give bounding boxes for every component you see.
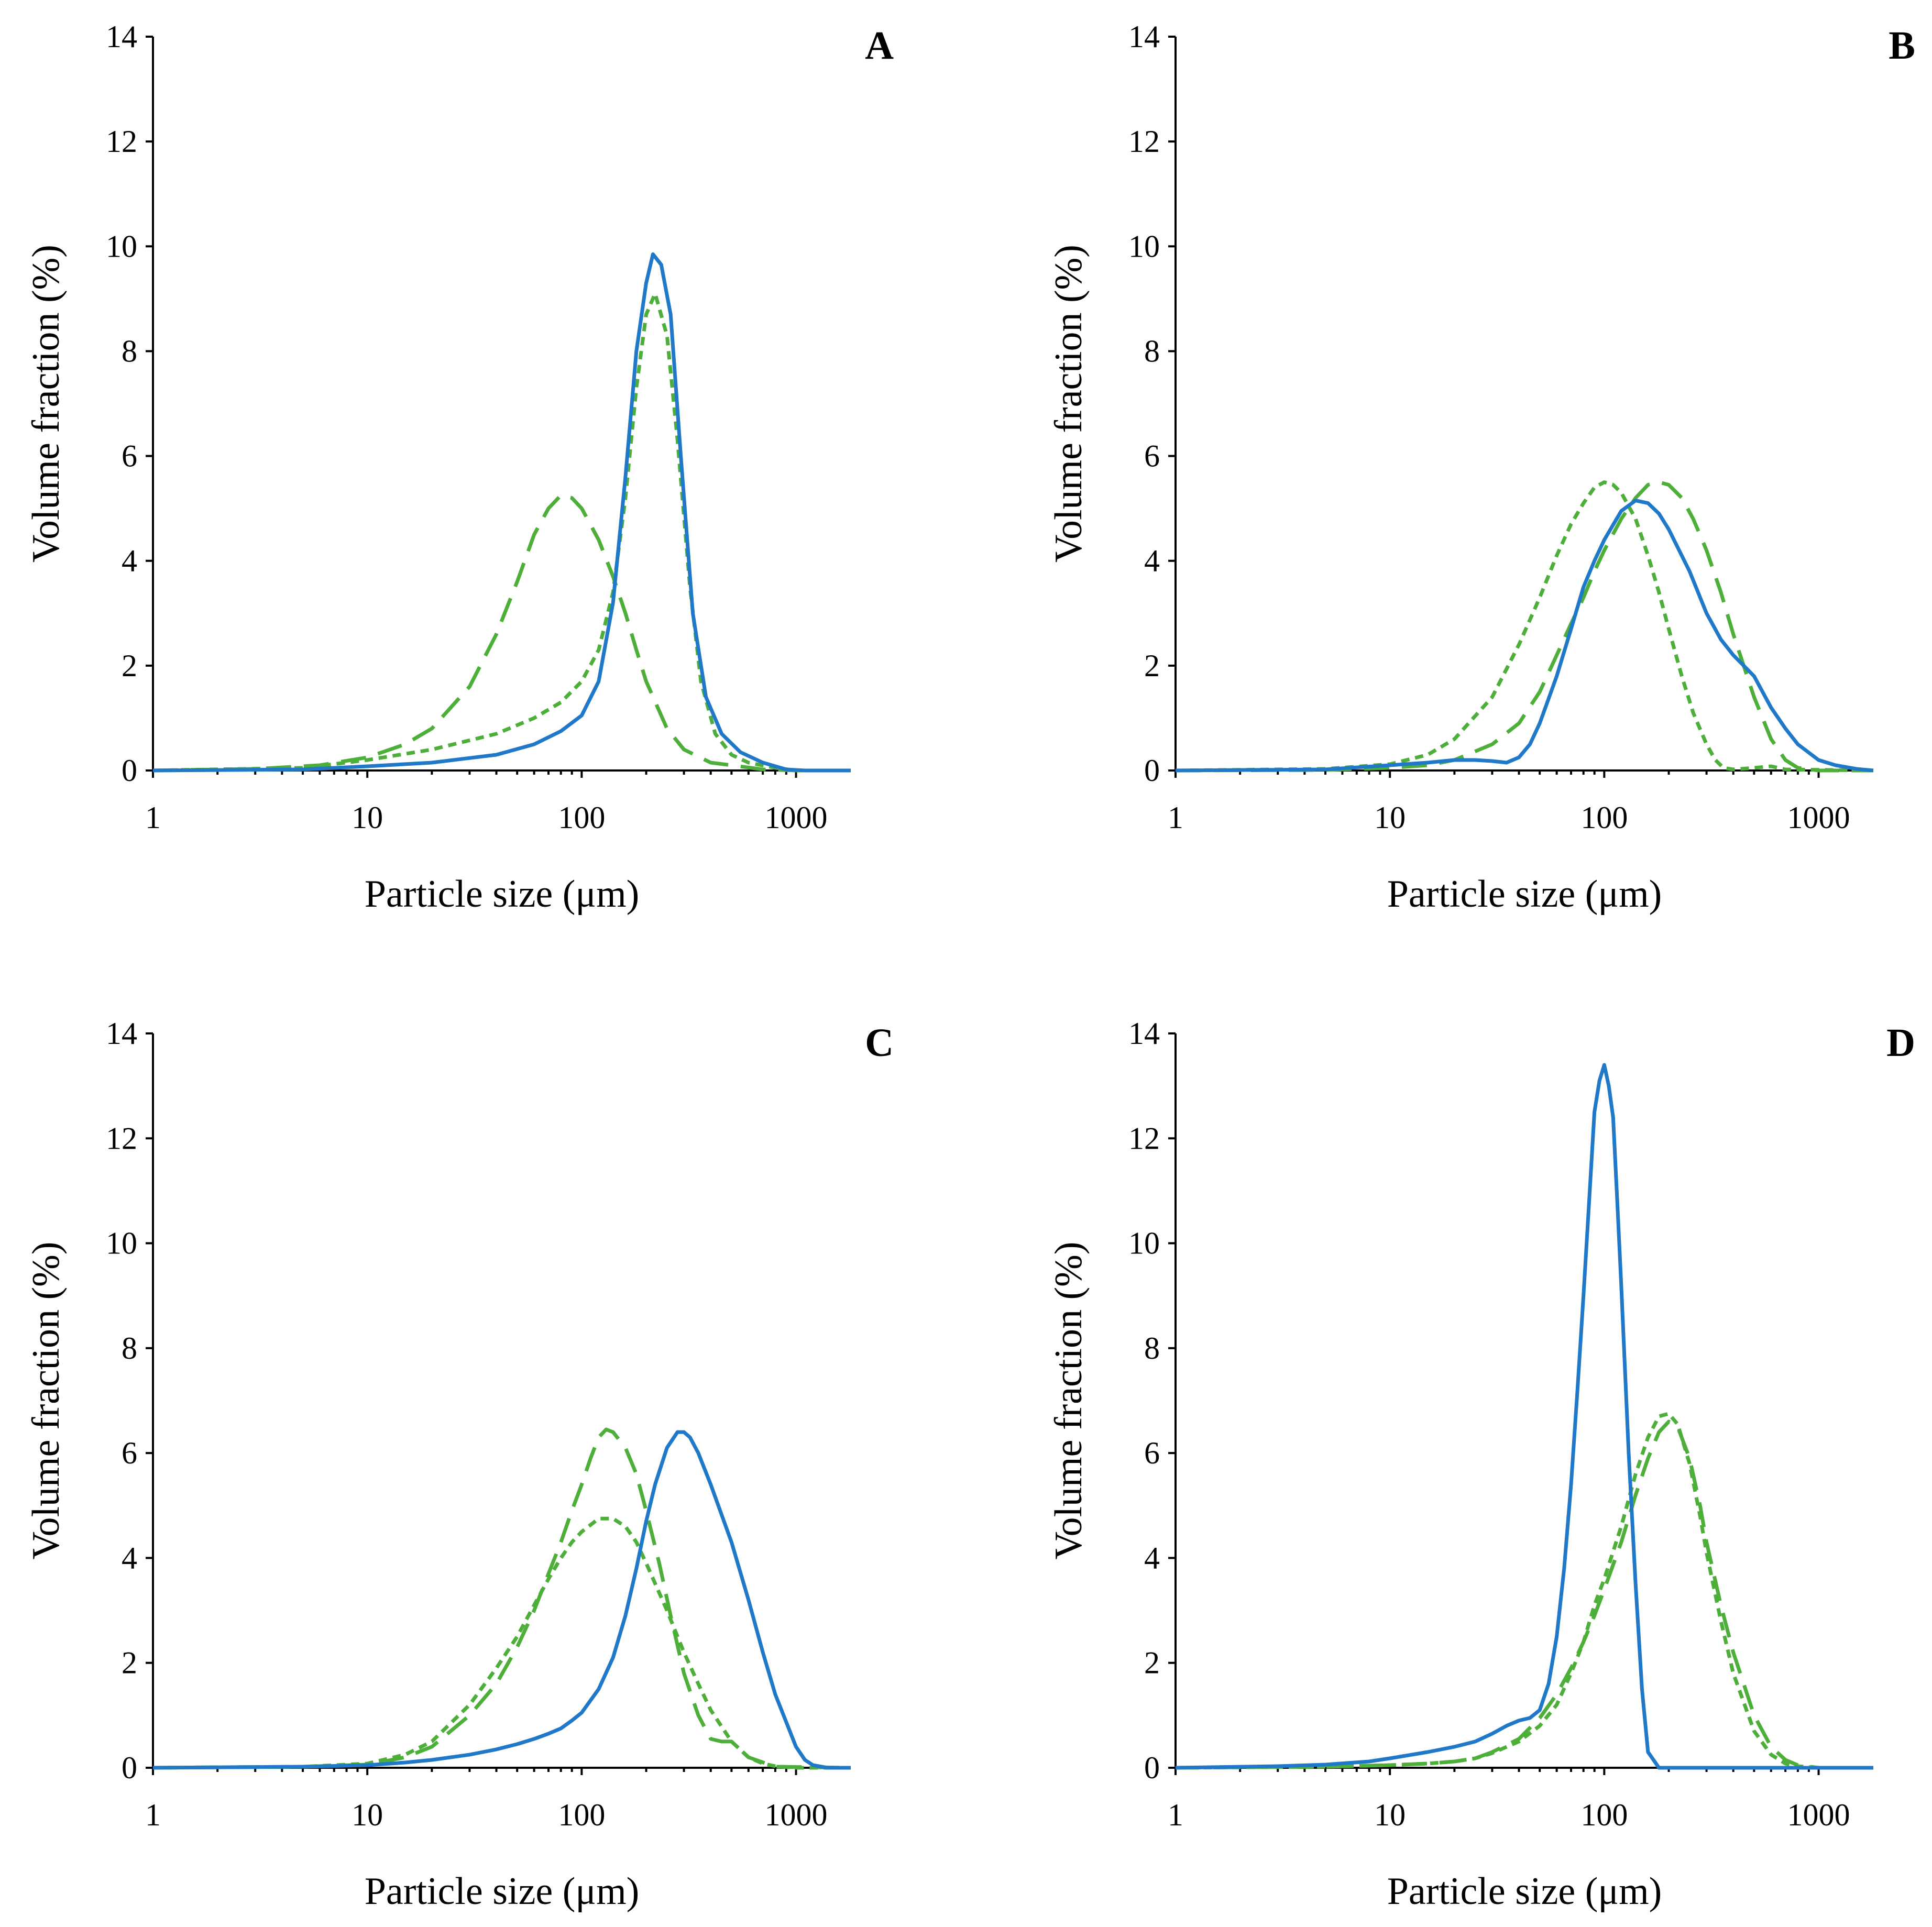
x-tick-label: 1 <box>145 1798 161 1832</box>
x-tick-label: 1000 <box>1787 800 1850 835</box>
y-tick-label: 4 <box>122 1540 137 1575</box>
x-axis-title: Particle size (μm) <box>1387 1870 1662 1913</box>
y-tick-label: 6 <box>122 439 137 474</box>
x-axis-title: Particle size (μm) <box>365 873 640 916</box>
y-tick-label: 10 <box>1128 1226 1160 1261</box>
y-axis-title: Volume fraction (%) <box>1047 1242 1090 1560</box>
panel-label: D <box>1886 1021 1915 1065</box>
y-tick-label: 6 <box>122 1436 137 1470</box>
panel-label: B <box>1889 24 1915 68</box>
y-tick-label: 6 <box>1144 439 1160 474</box>
x-tick-label: 1000 <box>1787 1798 1850 1832</box>
panel-a: 0 2 4 6 8 10 12 14 1 10 100 1000 Particle size (μm) V… <box>25 19 894 916</box>
x-tick-label: 10 <box>352 800 383 835</box>
panel-c: 0 2 4 6 8 10 12 14 1 10 100 1000 Particle size (μm) V… <box>25 1016 894 1913</box>
series-short-dash-line <box>1175 1412 1873 1770</box>
y-tick-label: 10 <box>106 229 137 263</box>
series-long-dash-line <box>1175 480 1873 773</box>
x-tick-label: 100 <box>558 800 605 835</box>
y-tick-label: 6 <box>1144 1436 1160 1470</box>
y-tick-label: 8 <box>122 334 137 368</box>
y-tick-label: 14 <box>106 19 137 54</box>
series-long-dash-line <box>152 493 851 773</box>
x-tick-label: 1000 <box>765 800 828 835</box>
y-tick-label: 2 <box>1144 648 1160 683</box>
y-tick-label: 14 <box>106 1016 137 1051</box>
x-tick-label: 100 <box>558 1798 605 1832</box>
panel-label: A <box>865 24 894 68</box>
y-tick-label: 4 <box>1144 544 1160 578</box>
x-tick-label: 1 <box>1168 800 1183 835</box>
y-tick-label: 0 <box>122 753 137 788</box>
y-tick-label: 0 <box>122 1750 137 1785</box>
y-axis-title: Volume fraction (%) <box>1047 245 1090 563</box>
series-long-dash-line <box>1175 1419 1873 1770</box>
x-tick-label: 100 <box>1580 800 1628 835</box>
y-axis-title: Volume fraction (%) <box>25 1242 68 1560</box>
series-short-dash-line <box>152 291 851 773</box>
series-short-dash-line <box>1175 480 1874 773</box>
x-tick-label: 1 <box>1168 1798 1183 1832</box>
x-axis-title: Particle size (μm) <box>1387 873 1662 916</box>
panel-b: 0 2 4 6 8 10 12 14 1 10 100 1000 Particle size (μm) V… <box>1047 19 1915 916</box>
y-axis-title: Volume fraction (%) <box>25 245 68 563</box>
y-tick-label: 8 <box>122 1331 137 1366</box>
series-solid-line <box>152 252 851 773</box>
series-short-dash-line <box>152 1516 851 1770</box>
y-tick-label: 12 <box>106 1121 137 1155</box>
y-tick-label: 12 <box>1128 124 1160 159</box>
y-tick-label: 0 <box>1144 753 1160 788</box>
y-tick-label: 2 <box>1144 1646 1160 1680</box>
y-tick-label: 8 <box>1144 334 1160 368</box>
y-tick-label: 14 <box>1128 19 1160 54</box>
x-tick-label: 1000 <box>765 1798 828 1832</box>
y-tick-label: 4 <box>122 544 137 578</box>
y-tick-label: 0 <box>1144 1750 1160 1785</box>
y-tick-label: 4 <box>1144 1540 1160 1575</box>
series-solid-line <box>1175 1063 1873 1770</box>
series-long-dash-line <box>152 1427 851 1770</box>
x-axis-title: Particle size (μm) <box>365 1870 640 1913</box>
y-tick-label: 10 <box>106 1226 137 1261</box>
y-tick-label: 8 <box>1144 1331 1160 1366</box>
x-tick-label: 10 <box>1374 1798 1406 1832</box>
x-tick-label: 10 <box>352 1798 383 1832</box>
y-tick-label: 10 <box>1128 229 1160 263</box>
x-tick-label: 1 <box>145 800 161 835</box>
y-tick-label: 12 <box>1128 1121 1160 1155</box>
series-solid-line <box>152 1430 851 1770</box>
series-solid-line <box>1175 499 1874 773</box>
y-tick-label: 12 <box>106 124 137 159</box>
y-tick-label: 2 <box>122 1646 137 1680</box>
panel-label: C <box>865 1021 894 1065</box>
x-tick-label: 100 <box>1580 1798 1628 1832</box>
panel-d: 0 2 4 6 8 10 12 14 1 10 100 1000 Particle size (μm) V… <box>1047 1016 1915 1913</box>
y-tick-label: 2 <box>122 648 137 683</box>
y-tick-label: 14 <box>1128 1016 1160 1051</box>
x-tick-label: 10 <box>1374 800 1406 835</box>
